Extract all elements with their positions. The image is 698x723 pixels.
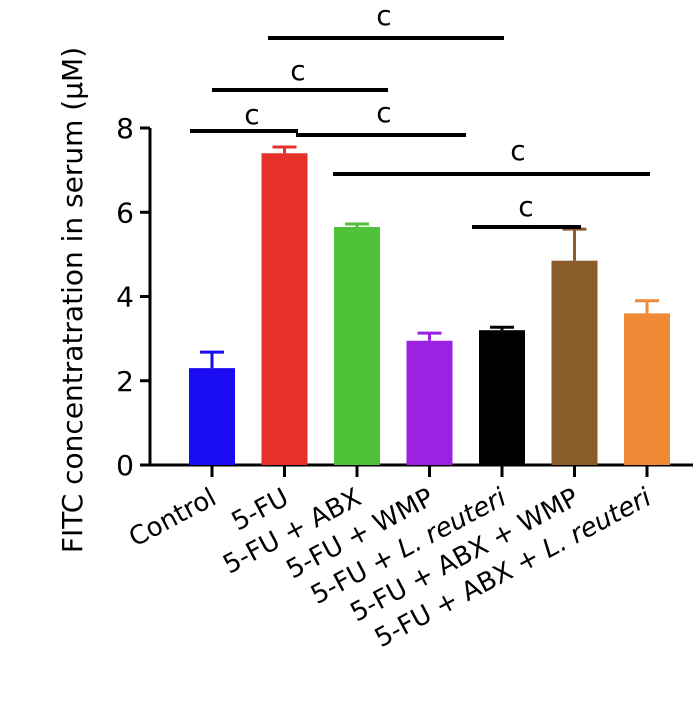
y-ticks: 0 2 4 6 8 bbox=[116, 112, 150, 482]
y-tick-label: 2 bbox=[116, 365, 134, 398]
y-axis-label: FITC concentratration in serum (μM) bbox=[56, 47, 89, 553]
y-tick-label: 8 bbox=[116, 112, 134, 145]
bars bbox=[189, 153, 670, 465]
bar bbox=[261, 153, 308, 465]
y-tick-label: 0 bbox=[116, 449, 134, 482]
y-tick-label: 4 bbox=[116, 281, 134, 314]
bar bbox=[189, 368, 235, 465]
y-tick-label: 6 bbox=[116, 196, 134, 229]
significance-label: c bbox=[244, 98, 259, 131]
significance-label: c bbox=[510, 134, 525, 167]
bar bbox=[479, 330, 525, 465]
bar bbox=[624, 313, 670, 465]
bar bbox=[406, 340, 453, 465]
error-bars bbox=[200, 145, 659, 369]
significance-label: c bbox=[518, 190, 533, 223]
bar bbox=[551, 260, 598, 465]
bar bbox=[334, 226, 380, 465]
significance-label: c bbox=[290, 54, 305, 87]
x-tick-label: Control bbox=[124, 483, 221, 554]
significance-label: c bbox=[376, 96, 391, 129]
significance-label: c bbox=[376, 0, 391, 32]
